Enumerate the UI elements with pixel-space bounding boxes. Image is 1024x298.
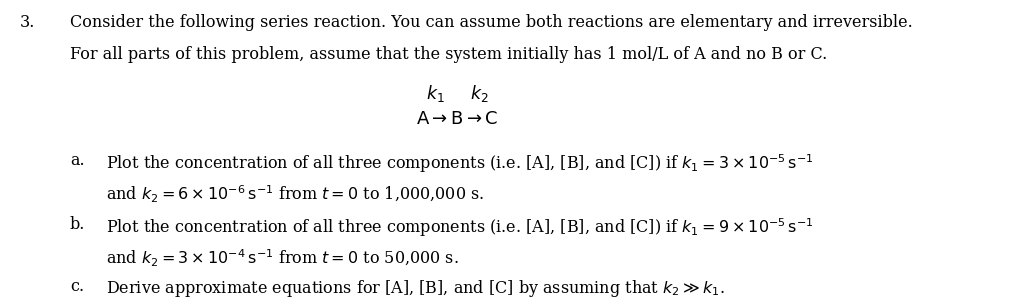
Text: $k_1 \quad\;\; k_2$: $k_1 \quad\;\; k_2$ bbox=[426, 83, 489, 104]
Text: and $k_2 = 6 \times 10^{-6}\, \mathrm{s}^{-1}$ from $t = 0$ to 1,000,000 s.: and $k_2 = 6 \times 10^{-6}\, \mathrm{s}… bbox=[106, 184, 484, 205]
Text: 3.: 3. bbox=[19, 14, 35, 31]
Text: Plot the concentration of all three components (i.e. [A], [B], and [C]) if $k_1 : Plot the concentration of all three comp… bbox=[106, 152, 814, 175]
Text: and $k_2 = 3 \times 10^{-4}\, \mathrm{s}^{-1}$ from $t = 0$ to 50,000 s.: and $k_2 = 3 \times 10^{-4}\, \mathrm{s}… bbox=[106, 248, 459, 269]
Text: Derive approximate equations for [A], [B], and [C] by assuming that $k_2 \gg k_1: Derive approximate equations for [A], [B… bbox=[106, 278, 725, 298]
Text: a.: a. bbox=[70, 152, 84, 169]
Text: For all parts of this problem, assume that the system initially has 1 mol/L of A: For all parts of this problem, assume th… bbox=[70, 46, 827, 63]
Text: c.: c. bbox=[70, 278, 84, 295]
Text: Consider the following series reaction. You can assume both reactions are elemen: Consider the following series reaction. … bbox=[70, 14, 912, 31]
Text: $\mathrm{A} \rightarrow \mathrm{B} \rightarrow \mathrm{C}$: $\mathrm{A} \rightarrow \mathrm{B} \righ… bbox=[417, 110, 499, 128]
Text: Plot the concentration of all three components (i.e. [A], [B], and [C]) if $k_1 : Plot the concentration of all three comp… bbox=[106, 216, 814, 239]
Text: b.: b. bbox=[70, 216, 85, 233]
